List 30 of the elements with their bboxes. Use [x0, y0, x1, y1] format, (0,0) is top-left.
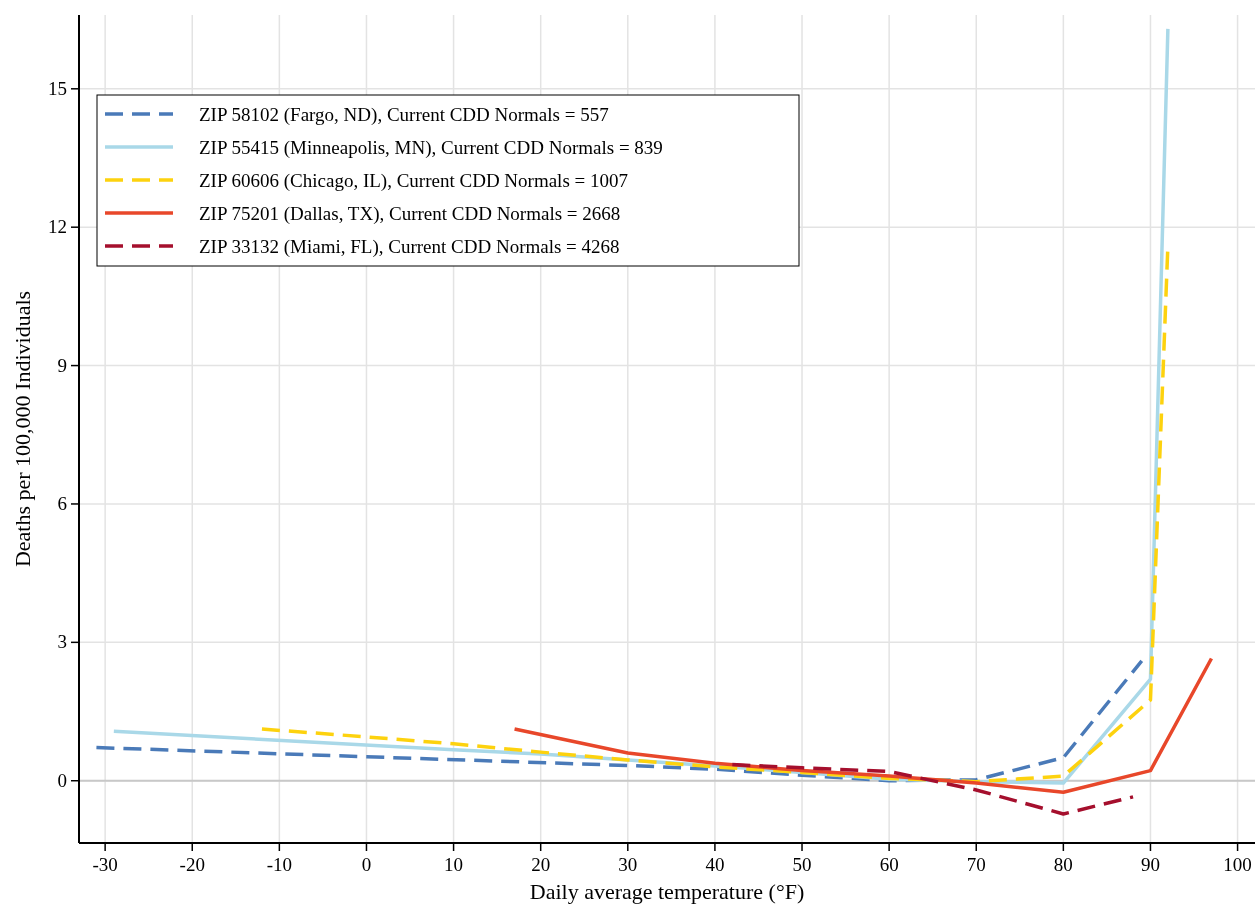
legend-label: ZIP 58102 (Fargo, ND), Current CDD Normals = 557 — [199, 104, 609, 126]
x-tick-label: 40 — [705, 854, 725, 875]
x-tick-label: 10 — [444, 854, 464, 875]
y-tick-label: 6 — [57, 492, 67, 514]
x-tick-label: -20 — [179, 854, 205, 875]
line-series — [730, 762, 1135, 816]
line-series — [512, 656, 1214, 795]
y-tick-label: 15 — [48, 77, 67, 99]
y-axis-title: Deaths per 100,000 Individuals — [10, 290, 35, 568]
x-axis-title: Daily average temperature (°F) — [529, 879, 805, 904]
legend-label: ZIP 33132 (Miami, FL), Current CDD Normals = 4268 — [199, 236, 620, 258]
y-tick-label: 12 — [48, 216, 67, 238]
line-series — [94, 659, 1144, 783]
x-tick-label: 90 — [1140, 854, 1160, 875]
x-tick-label: 0 — [361, 854, 372, 875]
x-tick-label: -30 — [92, 854, 118, 875]
legend-label: ZIP 55415 (Minneapolis, MN), Current CDD Normals = 839 — [199, 137, 663, 159]
x-tick-label: 60 — [879, 854, 899, 875]
x-tick-label: 80 — [1053, 854, 1073, 875]
legend-label: ZIP 75201 (Dallas, TX), Current CDD Normals = 2668 — [199, 203, 621, 225]
x-tick-label: 30 — [618, 854, 638, 875]
x-tick-label: 20 — [531, 854, 551, 875]
x-tick-label: -10 — [266, 854, 293, 875]
x-tick-label: 100 — [1223, 854, 1252, 875]
y-tick-label: 3 — [57, 631, 67, 653]
x-tick-label: 70 — [966, 854, 986, 875]
y-tick-label: 9 — [57, 354, 67, 376]
y-tick-label: 0 — [57, 769, 67, 791]
x-tick-label: 50 — [792, 854, 812, 875]
legend-label: ZIP 60606 (Chicago, IL), Current CDD Normals = 1007 — [199, 170, 629, 192]
